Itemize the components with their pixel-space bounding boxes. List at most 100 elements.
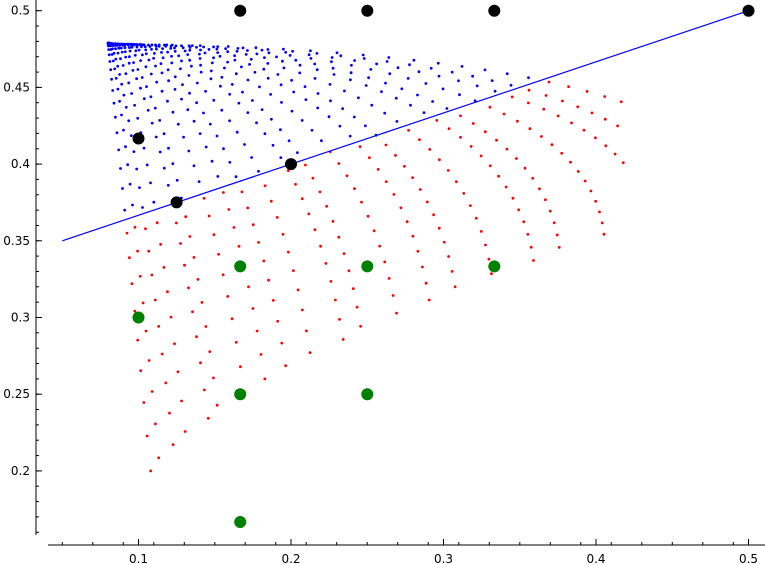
fan-dot bbox=[235, 130, 239, 134]
fan-dot bbox=[188, 235, 192, 238]
fan-dot bbox=[226, 60, 230, 64]
fan-dot bbox=[284, 364, 288, 368]
fan-dot bbox=[550, 143, 554, 147]
fan-dot bbox=[307, 53, 311, 57]
fan-dot bbox=[388, 72, 392, 76]
fan-dot bbox=[570, 121, 573, 125]
fan-dot bbox=[364, 124, 367, 128]
fan-dot bbox=[135, 43, 139, 46]
fan-dot bbox=[411, 176, 414, 180]
fan-dot bbox=[169, 47, 173, 50]
fan-dot bbox=[173, 342, 176, 346]
fan-dot bbox=[275, 216, 279, 219]
fan-dot bbox=[337, 162, 341, 165]
fan-dot bbox=[212, 376, 215, 380]
fan-dot bbox=[174, 44, 178, 48]
fan-dot bbox=[187, 44, 191, 48]
fan-dot bbox=[260, 108, 264, 111]
fan-dot bbox=[350, 63, 353, 67]
fan-dot bbox=[424, 281, 428, 285]
fan-dot bbox=[263, 184, 267, 188]
fan-dot bbox=[157, 325, 161, 328]
fan-dot bbox=[212, 56, 216, 60]
fan-dot bbox=[171, 162, 175, 166]
fan-dot bbox=[198, 52, 201, 56]
fan-dot bbox=[495, 138, 498, 142]
fan-dot bbox=[195, 335, 198, 339]
fan-dot bbox=[175, 221, 178, 225]
fan-dot bbox=[406, 77, 410, 80]
fan-dot bbox=[259, 353, 263, 356]
fan-dot bbox=[313, 77, 317, 80]
fan-dot bbox=[136, 68, 140, 71]
fan-dot bbox=[263, 377, 267, 381]
fan-dot bbox=[183, 49, 187, 53]
fan-dot bbox=[602, 232, 606, 236]
fan-dot bbox=[275, 55, 278, 59]
fan-dot bbox=[493, 89, 497, 93]
fan-dot bbox=[118, 99, 121, 103]
fan-dot bbox=[132, 61, 136, 64]
fan-dot bbox=[160, 71, 164, 75]
fan-dot bbox=[250, 156, 254, 159]
fan-dot bbox=[305, 329, 308, 333]
fan-dot bbox=[511, 196, 515, 200]
fan-dot bbox=[330, 56, 334, 59]
fan-dot bbox=[351, 287, 355, 290]
fan-dot bbox=[199, 361, 202, 365]
fan-dot bbox=[237, 244, 241, 248]
y-tick-label: 0.2 bbox=[11, 464, 30, 478]
fan-dot bbox=[127, 46, 131, 49]
fan-dot bbox=[215, 47, 219, 51]
fan-dot bbox=[239, 365, 242, 369]
fan-dot bbox=[136, 249, 140, 253]
y-tick-label: 0.3 bbox=[11, 311, 30, 325]
fan-dot bbox=[204, 89, 208, 93]
fan-dot bbox=[111, 59, 115, 63]
fan-dot bbox=[216, 175, 220, 178]
fan-dot bbox=[471, 74, 474, 78]
fan-dot bbox=[257, 241, 260, 244]
fan-dot bbox=[341, 338, 345, 341]
fan-dot bbox=[432, 213, 435, 217]
fan-dot bbox=[199, 63, 203, 67]
fan-dot bbox=[394, 96, 398, 100]
fan-dot bbox=[114, 57, 118, 61]
fan-dot bbox=[329, 280, 333, 283]
fan-dot bbox=[418, 188, 422, 191]
fan-dot bbox=[142, 146, 146, 150]
fan-dot bbox=[442, 240, 446, 244]
fan-dot bbox=[120, 50, 124, 54]
fan-dot bbox=[400, 87, 404, 91]
fan-dot bbox=[119, 46, 123, 50]
fan-dot bbox=[396, 66, 400, 70]
x-tick-label: 0.5 bbox=[739, 552, 758, 564]
fan-dot bbox=[352, 115, 356, 119]
fan-dot bbox=[166, 290, 169, 294]
fan-dot bbox=[124, 145, 127, 149]
fan-dot bbox=[203, 51, 207, 55]
black-point bbox=[170, 196, 183, 209]
fan-dot bbox=[422, 111, 426, 114]
fan-dot bbox=[561, 99, 564, 103]
x-tick-label: 0.4 bbox=[586, 552, 605, 564]
fan-dot bbox=[338, 124, 342, 128]
fan-dot bbox=[195, 101, 199, 105]
fan-dot bbox=[353, 187, 356, 191]
fan-dot bbox=[391, 294, 395, 297]
fan-dot bbox=[279, 83, 283, 87]
green-point bbox=[234, 388, 247, 401]
fan-dot bbox=[347, 269, 351, 273]
fan-dot bbox=[233, 54, 237, 58]
fan-dot bbox=[383, 260, 387, 264]
fan-dot bbox=[173, 75, 177, 79]
fan-dot bbox=[473, 99, 477, 103]
fan-dot bbox=[219, 84, 222, 88]
fan-dot bbox=[455, 180, 458, 184]
fan-dot bbox=[619, 100, 623, 104]
fan-dot bbox=[187, 74, 191, 77]
fan-dot bbox=[544, 198, 547, 202]
fan-dot bbox=[335, 51, 339, 55]
fan-dot bbox=[585, 90, 589, 93]
